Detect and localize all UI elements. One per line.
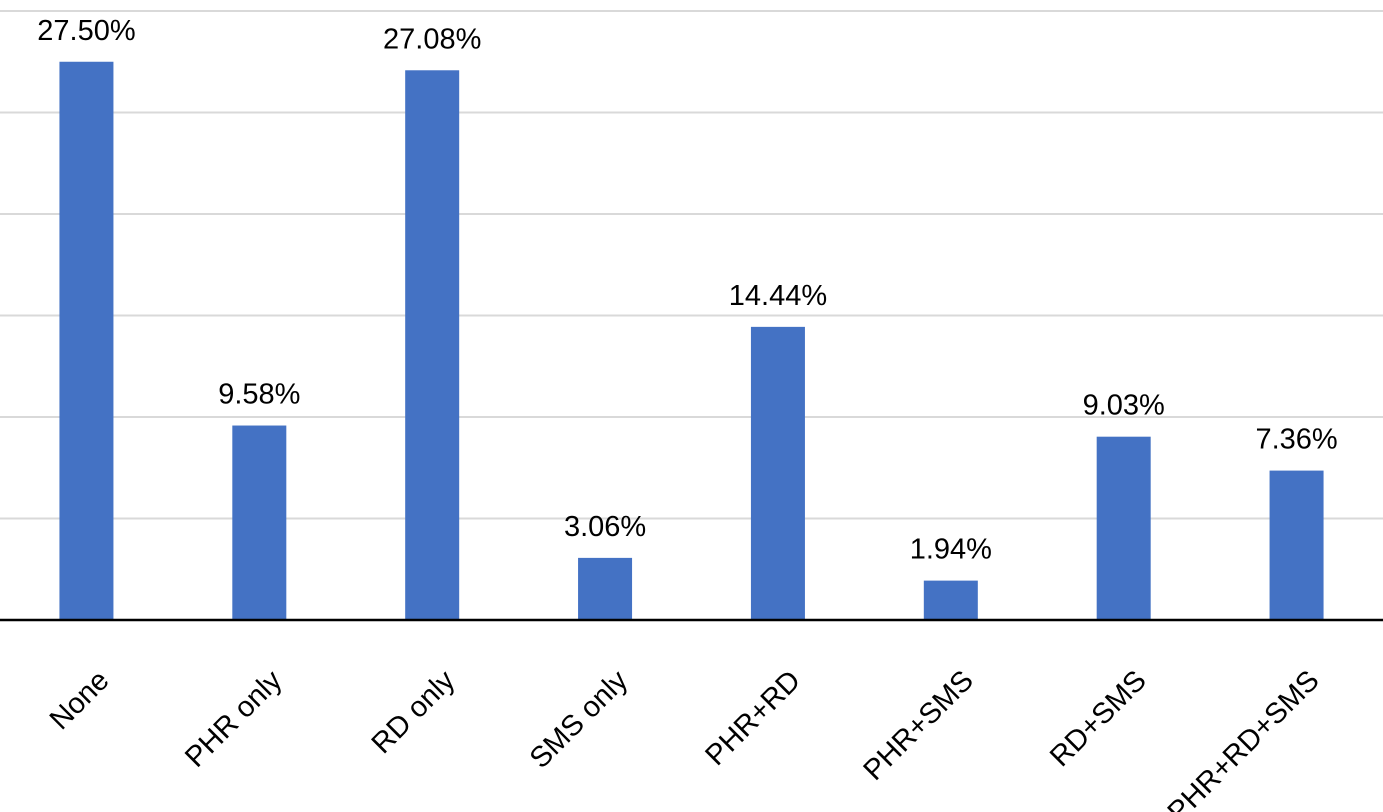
data-labels: 27.50% 9.58% 27.08% 3.06% 14.44% 1.94% 9.03% 7.… [37, 15, 1337, 566]
data-label: 7.36% [1255, 424, 1337, 456]
x-tick-label: PHR+RD+SMS [1162, 664, 1326, 812]
data-label: 27.08% [383, 23, 481, 55]
x-tick-label: None [44, 664, 116, 736]
bar [1096, 436, 1151, 620]
bar [923, 580, 978, 620]
gridlines [0, 10, 1383, 520]
bars [59, 61, 1324, 620]
data-label: 1.94% [910, 534, 992, 566]
data-label: 9.03% [1083, 390, 1165, 422]
bar [578, 557, 633, 620]
data-label: 27.50% [37, 15, 135, 47]
x-tick-label: PHR only [179, 664, 289, 774]
x-tick-label: RD+SMS [1044, 664, 1153, 773]
bar [405, 70, 460, 620]
x-tick-label: SMS only [524, 664, 635, 775]
x-tick-label: RD only [366, 664, 462, 760]
bar [1269, 470, 1324, 620]
x-tick-label: PHR+RD [700, 664, 808, 772]
bar [750, 326, 805, 620]
data-label: 9.58% [218, 379, 300, 411]
x-axis-tick-labels: None PHR only RD only SMS only PHR+RD PHR+SMS… [44, 664, 1326, 812]
bar [59, 61, 114, 620]
data-label: 14.44% [729, 280, 827, 312]
data-label: 3.06% [564, 511, 646, 543]
x-tick-label: PHR+SMS [858, 664, 980, 786]
bar [232, 425, 287, 620]
